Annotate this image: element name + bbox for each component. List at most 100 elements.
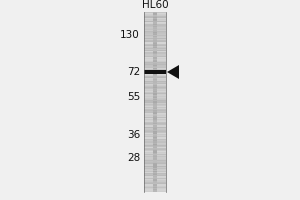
Bar [153, 142, 157, 143]
Bar [144, 63, 166, 64]
Bar [144, 157, 166, 158]
Bar [144, 56, 166, 57]
Bar [153, 184, 157, 185]
Bar [144, 173, 166, 174]
Bar [144, 101, 166, 102]
Bar [153, 124, 157, 125]
Bar [144, 126, 166, 127]
Bar [144, 38, 166, 39]
Bar [144, 19, 166, 20]
Bar [144, 68, 166, 69]
Bar [144, 172, 166, 173]
Bar [153, 74, 157, 75]
Bar [153, 12, 157, 13]
Bar [144, 14, 166, 15]
Bar [153, 76, 157, 77]
Bar [144, 152, 166, 153]
Bar [153, 21, 157, 22]
Bar [153, 83, 157, 84]
Bar [153, 53, 157, 54]
Bar [144, 45, 166, 46]
Bar [144, 47, 166, 48]
Bar [153, 147, 157, 148]
Bar [153, 90, 157, 91]
Bar [144, 24, 166, 25]
Bar [144, 94, 166, 95]
Bar [144, 13, 166, 14]
Bar [153, 93, 157, 94]
Text: 28: 28 [127, 153, 140, 163]
Bar [153, 82, 157, 83]
Bar [153, 134, 157, 135]
Bar [144, 80, 166, 81]
Bar [144, 166, 166, 167]
Bar [144, 44, 166, 45]
Bar [153, 135, 157, 136]
Bar [153, 122, 157, 123]
Bar [153, 22, 157, 23]
Bar [153, 33, 157, 34]
Bar [144, 174, 166, 175]
Bar [153, 171, 157, 172]
Bar [144, 36, 166, 37]
Bar [144, 88, 166, 89]
Bar [153, 163, 157, 164]
Bar [144, 81, 166, 82]
Bar [144, 70, 166, 74]
Bar [144, 20, 166, 21]
Bar [144, 137, 166, 138]
Bar [153, 183, 157, 184]
Bar [153, 18, 157, 19]
Bar [144, 22, 166, 23]
Bar [153, 94, 157, 95]
Bar [153, 173, 157, 174]
Bar [153, 170, 157, 171]
Bar [153, 187, 157, 188]
Bar [153, 131, 157, 132]
Bar [144, 168, 166, 169]
Bar [144, 28, 166, 29]
Bar [153, 126, 157, 127]
Bar [144, 73, 166, 74]
Bar [153, 16, 157, 17]
Bar [144, 105, 166, 106]
Bar [144, 112, 166, 113]
Bar [144, 99, 166, 100]
Bar [144, 43, 166, 44]
Bar [144, 75, 166, 76]
Bar [144, 116, 166, 117]
Text: 130: 130 [120, 30, 140, 40]
Bar [153, 177, 157, 178]
Polygon shape [167, 65, 179, 79]
Bar [144, 163, 166, 164]
Bar [144, 91, 166, 92]
Bar [153, 119, 157, 120]
Bar [144, 129, 166, 130]
Bar [144, 18, 166, 19]
Bar [153, 104, 157, 105]
Bar [144, 55, 166, 56]
Bar [153, 46, 157, 47]
Bar [144, 48, 166, 49]
Bar [153, 101, 157, 102]
Bar [153, 88, 157, 89]
Bar [153, 98, 157, 99]
Bar [153, 164, 157, 165]
Bar [144, 190, 166, 191]
Bar [144, 39, 166, 40]
Bar [153, 49, 157, 50]
Bar [144, 180, 166, 181]
Bar [153, 162, 157, 163]
Bar [153, 61, 157, 62]
Bar [153, 139, 157, 140]
Bar [144, 138, 166, 139]
Bar [144, 97, 166, 98]
Bar [153, 97, 157, 98]
Bar [153, 154, 157, 155]
Bar [144, 27, 166, 28]
Bar [153, 180, 157, 181]
Bar [144, 167, 166, 168]
Bar [153, 73, 157, 74]
Bar [153, 108, 157, 109]
Bar [144, 147, 166, 148]
